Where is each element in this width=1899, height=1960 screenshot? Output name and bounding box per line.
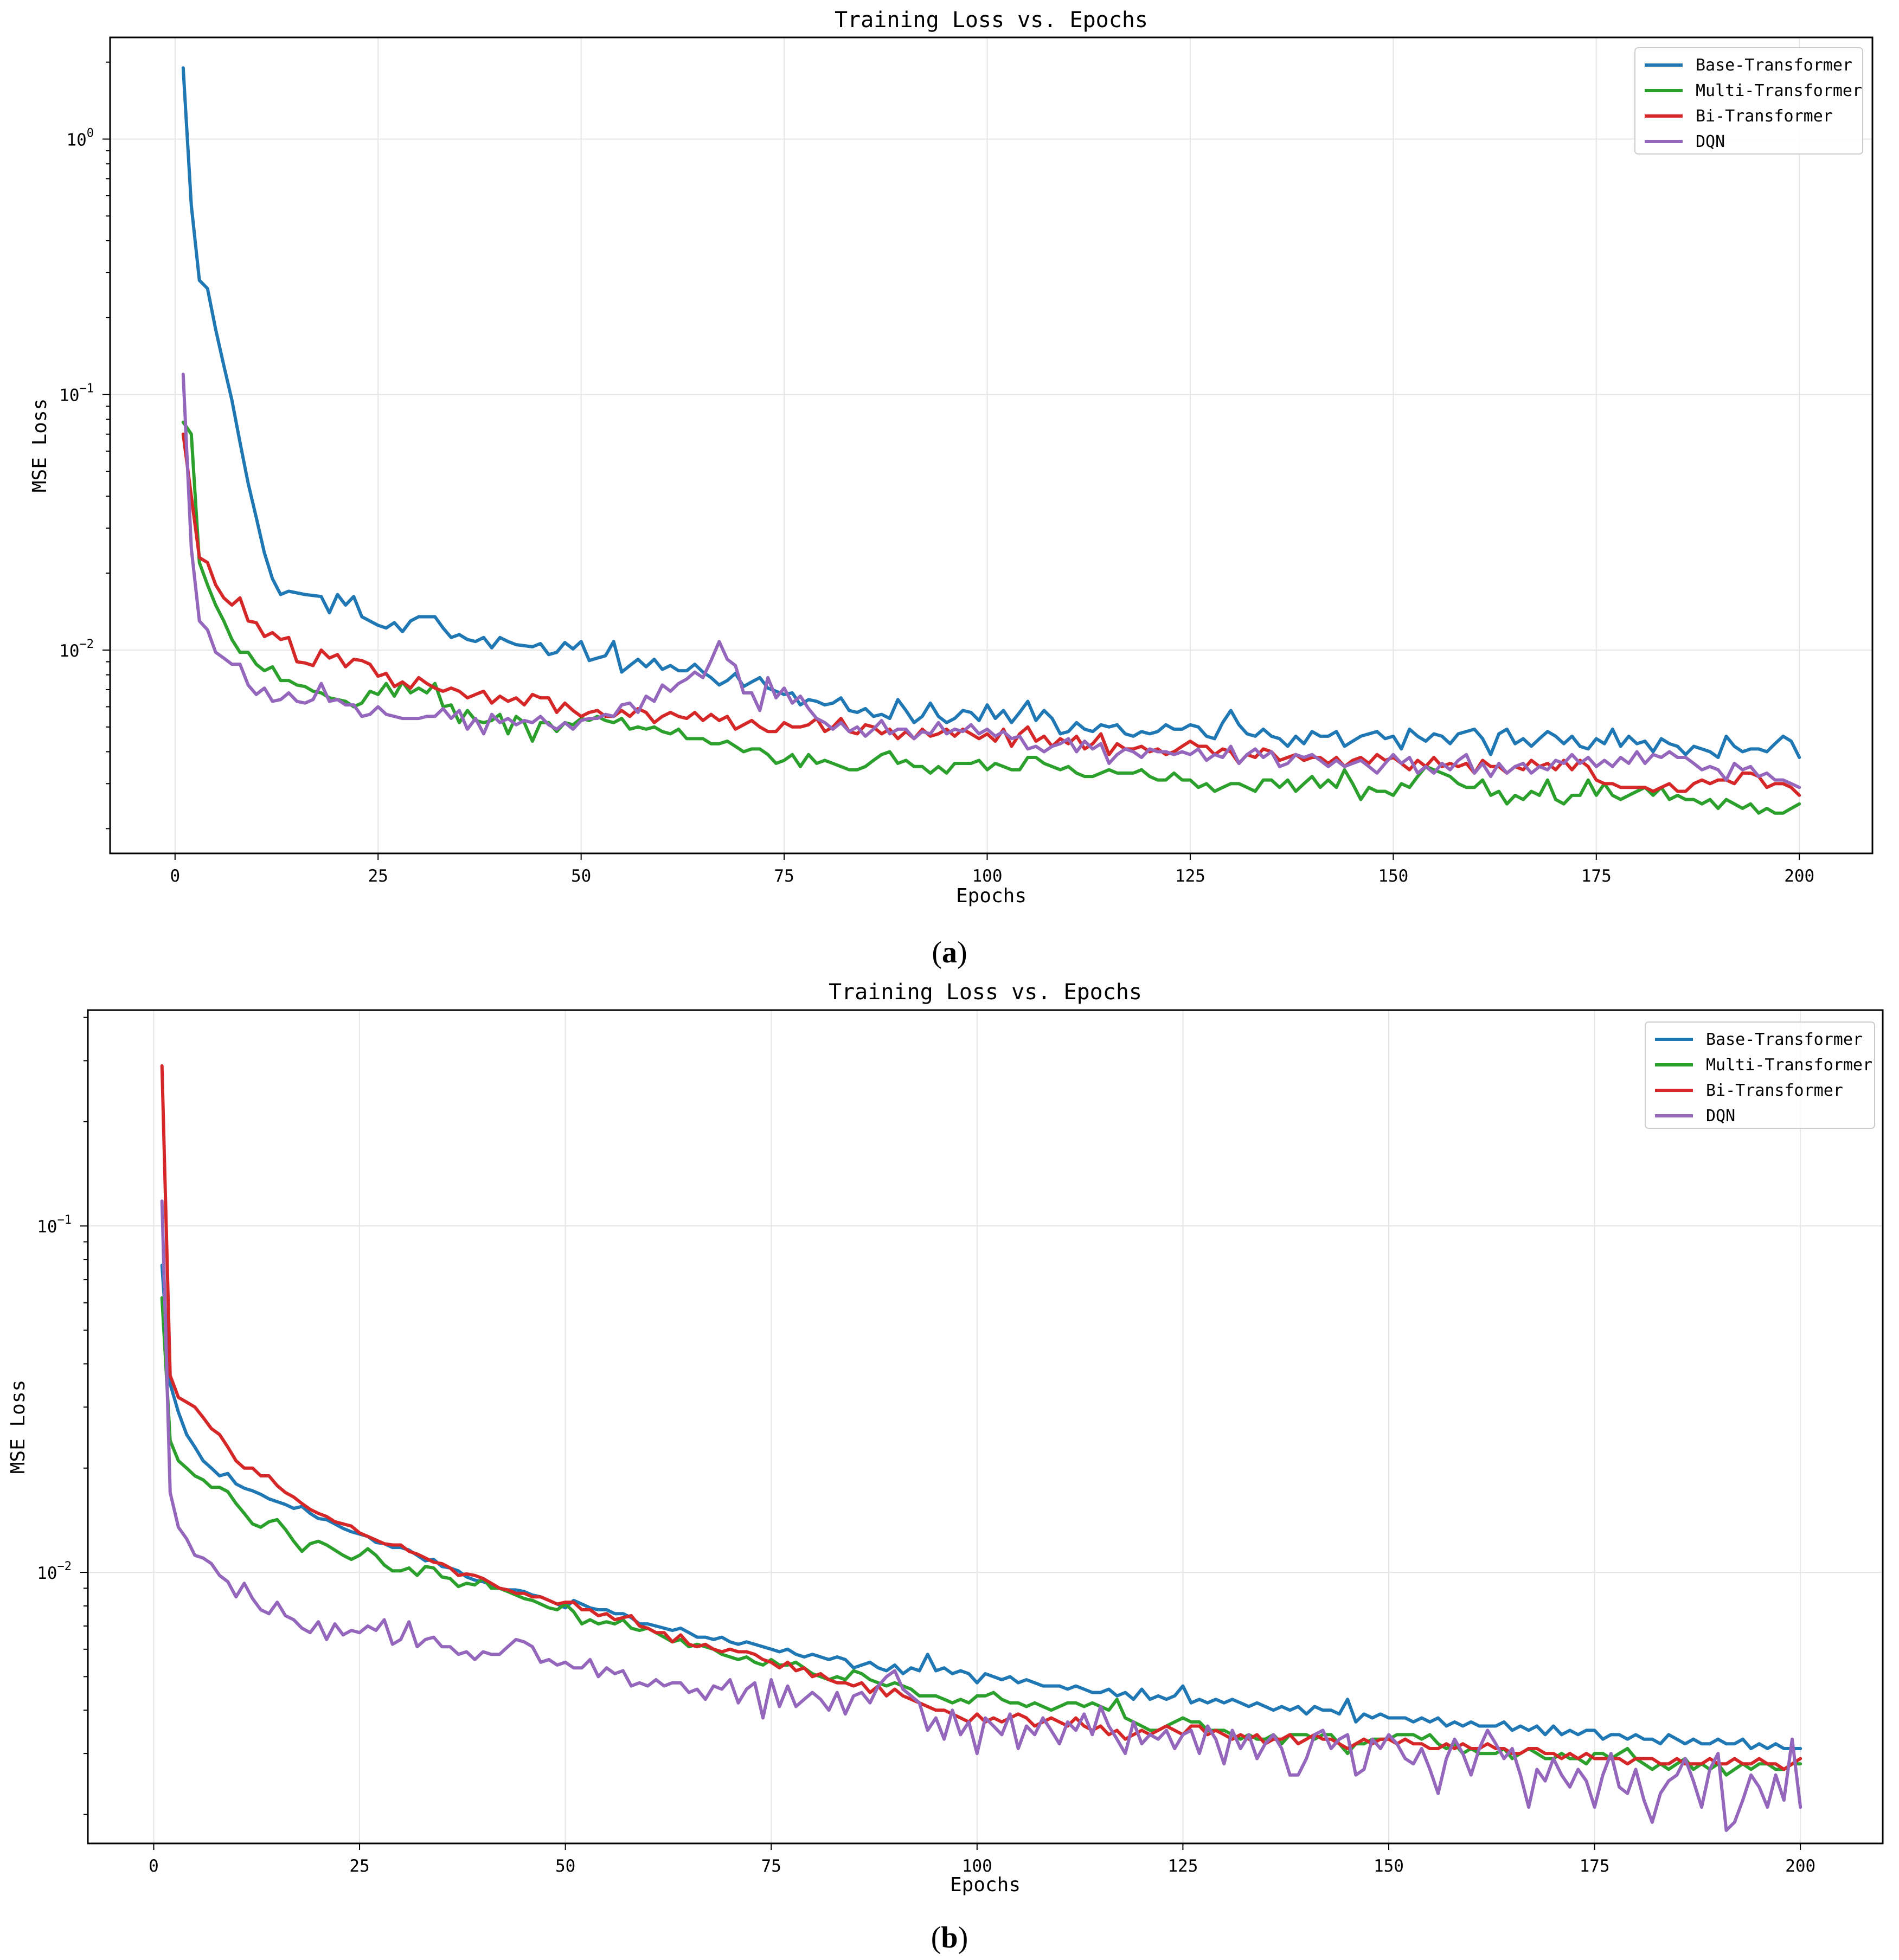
series-line-bi-transformer — [181, 432, 1801, 797]
legend-label: Bi-Transformer — [1706, 1081, 1843, 1100]
legend-label: Multi-Transformer — [1706, 1056, 1872, 1075]
y-tick-label: 10−1 — [59, 382, 94, 406]
x-tick-label: 200 — [1785, 1856, 1815, 1876]
x-tick-label: 125 — [1175, 866, 1205, 886]
legend-label: DQN — [1706, 1107, 1735, 1126]
chart-title: Training Loss vs. Epochs — [829, 980, 1142, 1005]
x-tick-label: 175 — [1581, 866, 1612, 886]
series-line-bi-transformer — [160, 1064, 1802, 1771]
legend-label: Base-Transformer — [1696, 56, 1852, 75]
y-tick-label: 100 — [66, 127, 94, 150]
y-axis-label: MSE Loss — [7, 1380, 29, 1474]
legend: Base-Transformer Multi-Transformer Bi-Tran… — [1634, 47, 1863, 155]
legend-label: Base-Transformer — [1706, 1030, 1863, 1049]
x-tick-label: 0 — [149, 1856, 159, 1876]
legend-box — [1634, 47, 1863, 155]
chart-a: 0 25 50 75 100 125 150 175 200 100 10−1 10−2 Trainin… — [29, 8, 1874, 969]
legend-label: Multi-Transformer — [1696, 81, 1862, 100]
panel-tag: (b) — [931, 1921, 968, 1955]
y-tick-label: 10−2 — [59, 638, 94, 661]
x-tick-label: 125 — [1167, 1856, 1198, 1876]
x-tick-label: 25 — [368, 866, 388, 886]
panel-tag: (a) — [932, 936, 967, 969]
axes-frame — [109, 36, 1874, 854]
series-line-multi-transformer — [181, 420, 1801, 815]
x-tick-label: 200 — [1784, 866, 1814, 886]
x-tick-label: 25 — [349, 1856, 369, 1876]
x-tick-label: 150 — [1374, 1856, 1404, 1876]
series-line-base-transformer — [160, 1263, 1802, 1750]
series-line-dqn — [160, 1199, 1802, 1832]
x-axis-label: Epochs — [956, 885, 1027, 907]
legend-label: DQN — [1696, 132, 1725, 151]
x-tick-label: 100 — [962, 1856, 992, 1876]
axes-frame — [87, 1009, 1884, 1845]
x-tick-label: 50 — [571, 866, 591, 886]
x-tick-label: 100 — [972, 866, 1003, 886]
x-tick-label: 75 — [761, 1856, 781, 1876]
x-tick-label: 175 — [1580, 1856, 1610, 1876]
legend-box — [1645, 1021, 1875, 1129]
x-tick-label: 50 — [555, 1856, 575, 1876]
x-tick-label: 75 — [774, 866, 794, 886]
plot-area — [88, 1010, 1883, 1843]
y-axis-label: MSE Loss — [29, 399, 51, 492]
legend-label: Bi-Transformer — [1696, 107, 1833, 126]
x-tick-label: 0 — [170, 866, 180, 886]
y-tick-label: 10−2 — [37, 1560, 72, 1583]
y-tick-label: 10−1 — [37, 1213, 72, 1237]
legend: Base-Transformer Multi-Transformer Bi-Tran… — [1645, 1021, 1875, 1129]
x-tick-label: 150 — [1378, 866, 1408, 886]
series-line-base-transformer — [181, 66, 1801, 759]
series-line-dqn — [181, 372, 1801, 789]
x-axis-label: Epochs — [950, 1874, 1021, 1896]
chart-title: Training Loss vs. Epochs — [835, 8, 1148, 33]
chart-b: 0 25 50 75 100 125 150 175 200 10−1 10−2 Training L… — [7, 980, 1884, 1955]
